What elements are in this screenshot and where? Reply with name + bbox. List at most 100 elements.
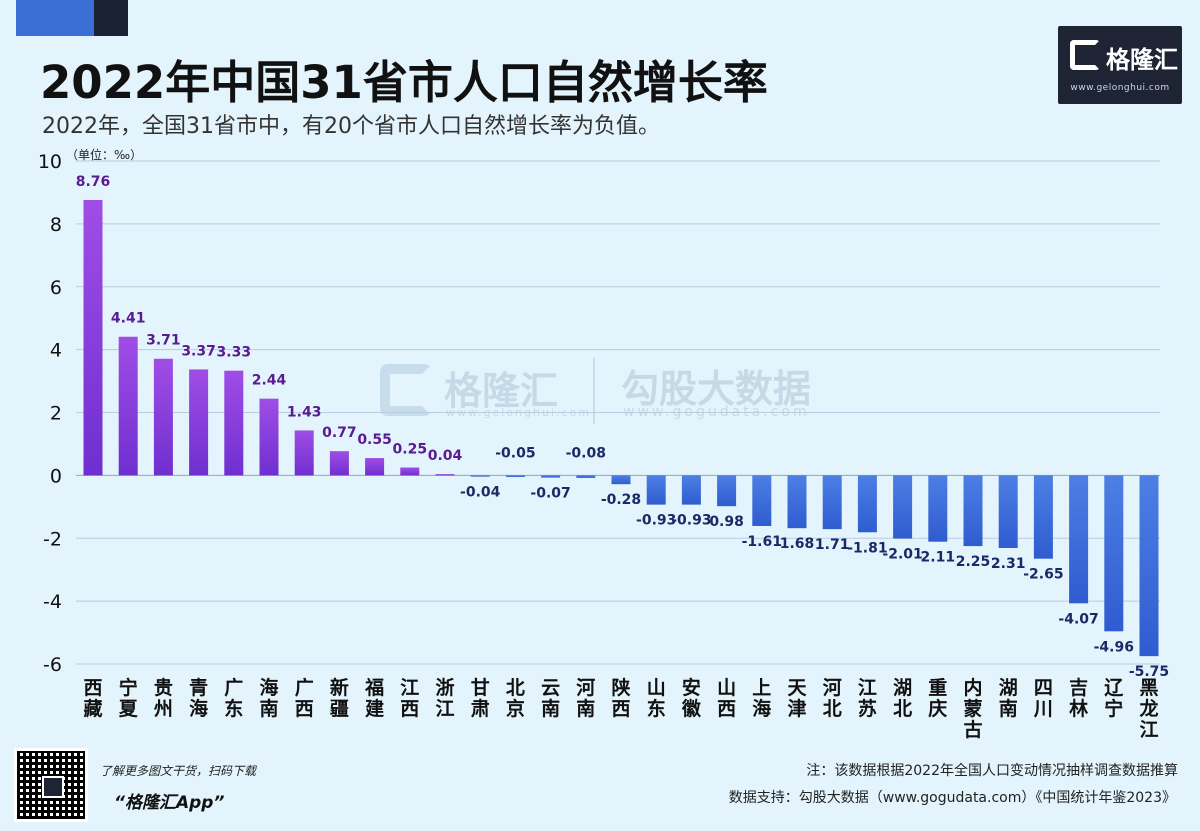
x-tick-label: 吉林 [1069, 676, 1088, 720]
data-label: 4.41 [111, 311, 146, 327]
x-tick-label: 宁夏 [119, 676, 139, 720]
bar [646, 475, 666, 505]
watermark: 格隆汇 www.gelonghui.com 勾股大数据 www.gogudata… [378, 358, 838, 428]
data-label: -0.05 [495, 445, 535, 461]
data-label: 0.98 [709, 514, 744, 530]
bar [928, 475, 948, 542]
bar [998, 475, 1018, 548]
bar [259, 398, 279, 476]
x-tick-label: 新疆 [330, 676, 349, 720]
data-label: 3.37 [181, 343, 216, 359]
data-label: 3.71 [146, 333, 181, 349]
watermark-right-name: 勾股大数据 [621, 367, 812, 411]
x-tick-label: 北京 [506, 677, 525, 720]
qr-logo-icon [42, 776, 64, 798]
bar [1033, 475, 1053, 559]
data-label: -0.93 [636, 513, 676, 529]
data-label: 2.44 [252, 373, 287, 389]
data-label: -0.28 [601, 492, 641, 508]
qr-code [14, 748, 88, 822]
bar [576, 475, 596, 478]
bar [611, 475, 631, 485]
data-label: 2.11 [921, 550, 956, 566]
x-tick-label: 广东 [224, 676, 243, 720]
bar [717, 475, 737, 507]
logo-name: 格隆汇 [1106, 46, 1178, 74]
x-tick-label: 辽宁 [1104, 677, 1123, 720]
data-label: 1.68 [780, 536, 815, 552]
x-tick-label: 河南 [576, 677, 595, 720]
data-label: 8.76 [76, 174, 111, 190]
y-tick-label: -4 [43, 591, 62, 613]
footer-app-name: “格隆汇App” [114, 793, 225, 813]
y-tick-label: 2 [50, 403, 62, 425]
x-tick-label: 云南 [541, 677, 560, 720]
data-label: -0.04 [460, 485, 501, 501]
footer-note: 注：该数据根据2022年全国人口变动情况抽样调查数据推算 [806, 763, 1178, 779]
footer-source: 数据支持：勾股大数据（www.gogudata.com）《中国统计年鉴2023》 [728, 790, 1176, 806]
data-label: 2.25 [956, 554, 991, 570]
x-tick-label: 上海 [752, 677, 771, 720]
bar [752, 475, 772, 526]
data-label: -0.07 [530, 486, 570, 502]
data-label: -2.65 [1023, 567, 1063, 583]
data-label: 2.31 [991, 556, 1026, 572]
watermark-g-icon [380, 364, 432, 416]
data-label: 0.55 [357, 432, 392, 448]
y-tick-label: 6 [50, 277, 62, 299]
bar [83, 199, 103, 476]
bar [224, 370, 244, 476]
y-tick-label: 8 [50, 214, 62, 236]
data-label: -1.61 [742, 534, 782, 550]
x-tick-label: 天津 [787, 677, 807, 720]
data-label: -1.81 [847, 540, 887, 556]
bar [787, 475, 807, 529]
bar [400, 467, 420, 476]
bar [1069, 475, 1089, 604]
x-tick-label: 江西 [400, 677, 419, 720]
x-tick-label: 安徽 [681, 676, 702, 720]
x-tick-label: 甘肃 [471, 677, 490, 720]
y-tick-label: -2 [43, 528, 62, 550]
bar [329, 451, 349, 476]
data-label: -0.93 [671, 513, 711, 529]
x-tick-label: 山东 [647, 677, 666, 720]
bar [963, 475, 983, 547]
x-tick-label: 重庆 [928, 677, 947, 720]
bar [153, 358, 173, 476]
x-tick-label: 湖北 [893, 677, 912, 720]
bar [189, 369, 209, 476]
data-label: 3.33 [217, 345, 252, 361]
footer-promo: 了解更多图文干货，扫码下载 [100, 764, 257, 778]
data-label: -2.01 [882, 547, 922, 563]
data-label: 1.71 [815, 537, 850, 553]
data-label: -5.75 [1129, 664, 1169, 680]
bar [505, 475, 525, 477]
bar [541, 475, 561, 478]
data-label: 1.43 [287, 404, 322, 420]
bar [435, 474, 455, 476]
x-tick-label: 陕西 [611, 676, 630, 720]
data-label: 0.04 [428, 448, 463, 464]
corner-accent [16, 0, 94, 36]
x-tick-label: 山西 [717, 677, 736, 720]
bar-chart: 8.76 西藏 4.41 宁夏 3.71 贵州 3.37 青海 3.33 广东 2.44 海南 1.43… [38, 147, 1169, 741]
unit-label: （单位：‰） [66, 147, 142, 162]
watermark-left-name: 格隆汇 [444, 369, 559, 413]
bar [1104, 475, 1124, 632]
bar [1139, 475, 1159, 657]
bar [857, 475, 877, 533]
bar [470, 475, 490, 477]
bar [365, 458, 385, 476]
y-tick-label: -6 [43, 654, 62, 676]
data-label: -0.08 [566, 445, 606, 461]
bar [118, 336, 138, 476]
bar [681, 475, 701, 505]
x-tick-label: 海南 [259, 676, 278, 720]
data-label: 0.77 [322, 425, 357, 441]
y-tick-label: 4 [50, 340, 62, 362]
x-tick-label: 黑龙江 [1139, 677, 1158, 741]
data-label: -4.96 [1094, 639, 1134, 655]
x-tick-label: 西藏 [83, 677, 102, 720]
page-title: 2022年中国31省市人口自然增长率 [40, 56, 768, 109]
